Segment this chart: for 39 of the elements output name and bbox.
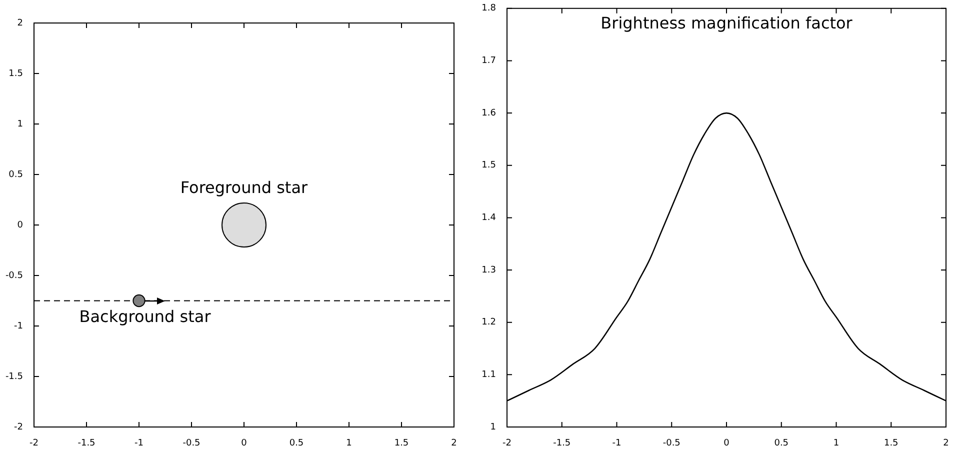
- x-tick-label: -1: [612, 438, 622, 449]
- chart-title: Brightness magnification factor: [600, 14, 853, 33]
- y-tick-label: 1.7: [482, 56, 496, 66]
- y-tick-label: 1.5: [482, 160, 496, 171]
- x-tick-label: 1: [346, 438, 352, 449]
- y-tick-label: 1: [17, 119, 23, 130]
- x-tick-label: -1.5: [553, 438, 571, 449]
- x-tick-label: -1.5: [78, 438, 96, 449]
- x-tick-label: -2: [30, 438, 38, 449]
- y-tick-label: 1.1: [482, 370, 496, 380]
- annotation: Background star: [79, 306, 212, 326]
- y-tick-label: -0.5: [5, 270, 23, 281]
- x-tick-label: 1: [833, 438, 840, 449]
- x-tick-label: 1.5: [394, 438, 409, 449]
- x-tick-label: 2: [451, 438, 457, 449]
- y-tick-label: -2: [14, 422, 23, 432]
- x-tick-label: 1.5: [884, 438, 898, 449]
- y-tick-label: 1.6: [482, 108, 496, 118]
- y-tick-label: -1.5: [5, 372, 23, 382]
- x-tick-label: 0.5: [774, 438, 789, 449]
- y-tick-label: 1.5: [8, 68, 23, 79]
- x-tick-label: 0: [241, 438, 248, 449]
- y-tick-label: 0: [17, 220, 24, 230]
- x-tick-label: -2: [502, 438, 512, 449]
- y-tick-label: -1: [14, 321, 23, 332]
- x-tick-label: -0.5: [182, 438, 200, 449]
- y-tick-label: 1.8: [482, 4, 496, 14]
- x-tick-label: 0.5: [289, 438, 304, 449]
- x-tick-label: 2: [943, 438, 949, 449]
- y-tick-label: 1.4: [482, 213, 496, 224]
- y-tick-label: 0.5: [8, 170, 23, 180]
- y-tick-label: 1: [490, 422, 496, 432]
- x-tick-label: -0.5: [662, 438, 680, 449]
- y-tick-label: 1.2: [482, 318, 496, 328]
- x-tick-label: 0: [724, 438, 730, 449]
- y-tick-label: 2: [17, 18, 23, 28]
- y-tick-label: 1.3: [482, 265, 496, 276]
- annotation: Foreground star: [180, 178, 308, 198]
- x-tick-label: -1: [134, 438, 144, 449]
